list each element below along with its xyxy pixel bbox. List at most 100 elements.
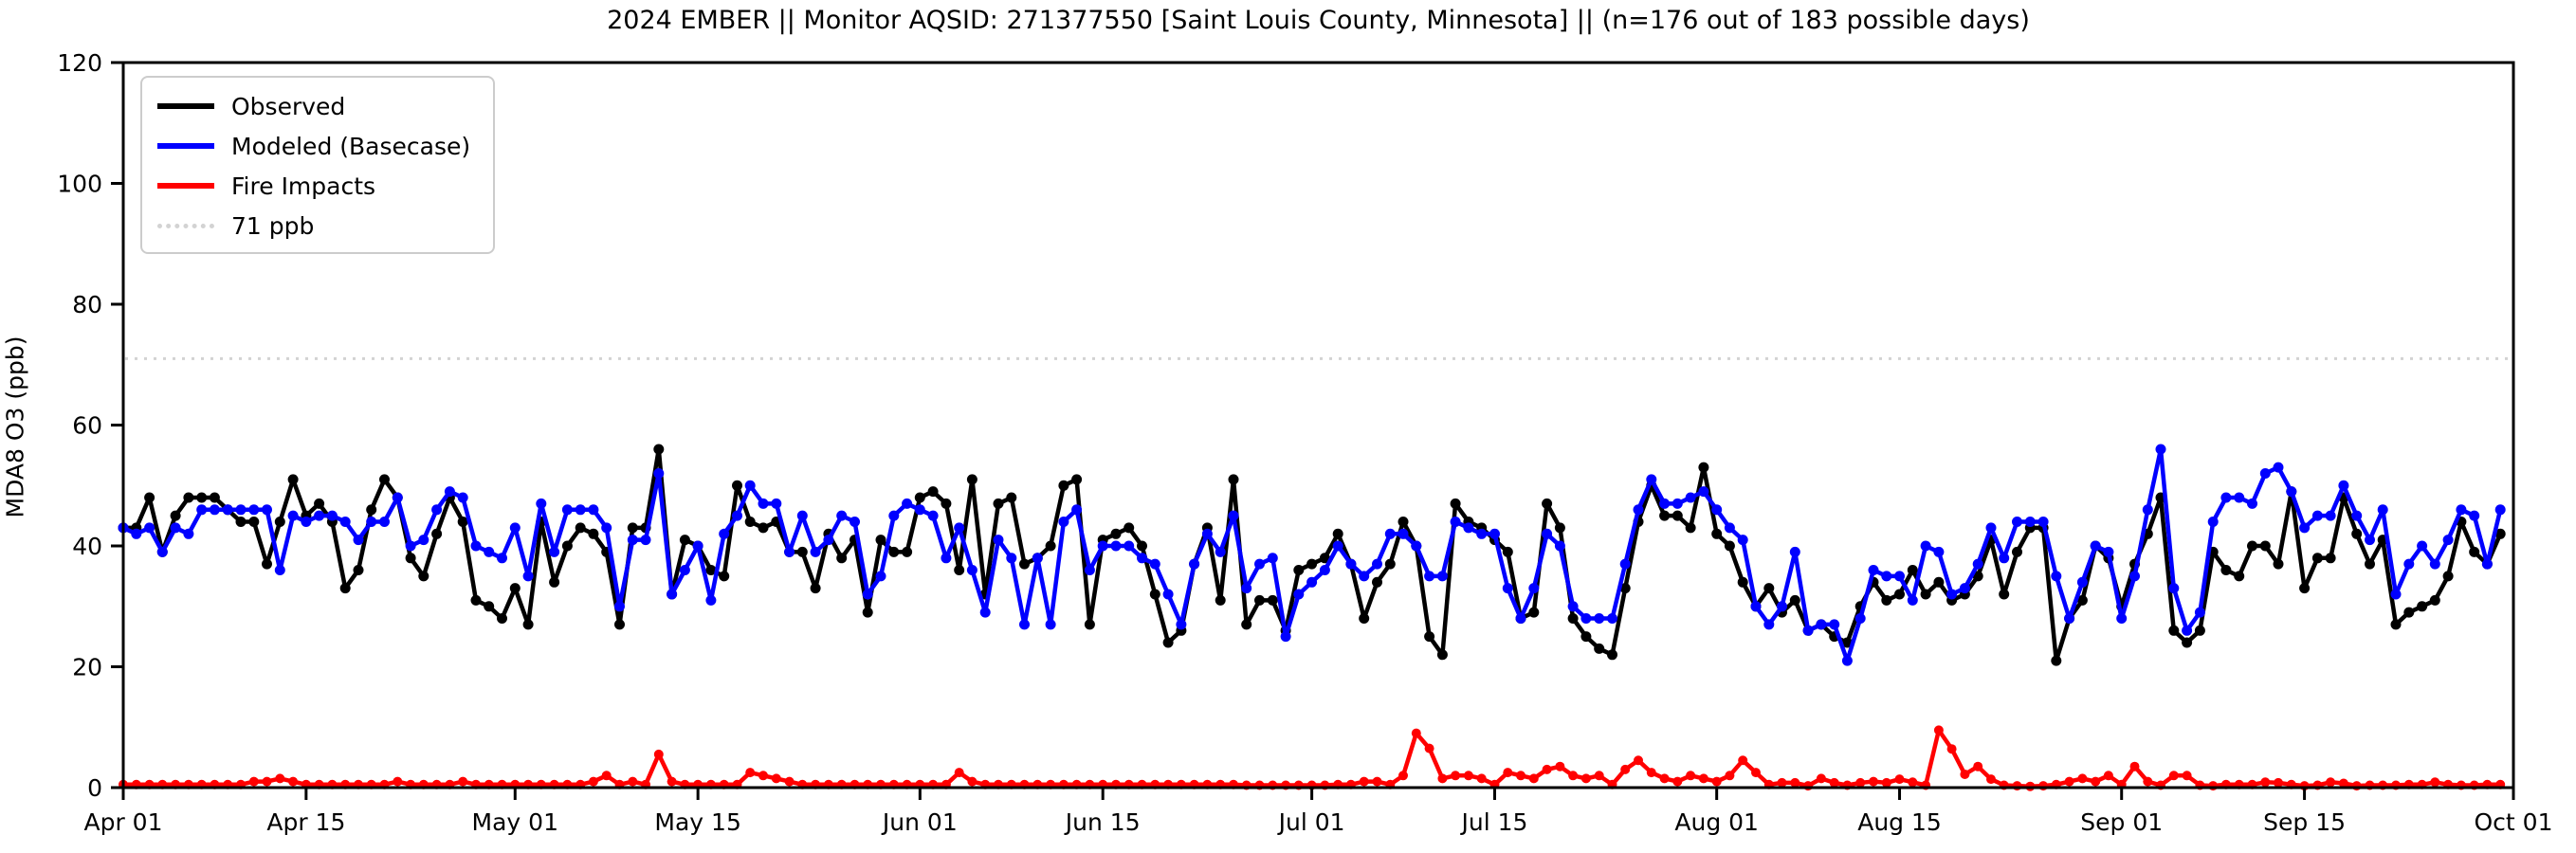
y-tick-label: 120 (57, 49, 102, 77)
data-point-marker (1516, 771, 1526, 781)
data-point-marker (522, 571, 534, 582)
data-point-marker (2299, 522, 2311, 534)
data-point-marker (1619, 558, 1631, 570)
data-point-marker (262, 558, 272, 570)
data-point-marker (1084, 619, 1095, 630)
data-point-marker (1058, 480, 1069, 491)
data-point-marker (1228, 474, 1239, 485)
y-tick-label: 40 (72, 533, 102, 560)
data-point-marker (1841, 655, 1853, 666)
data-point-marker (484, 601, 495, 612)
data-point-marker (2403, 558, 2415, 570)
data-point-marker (1176, 619, 1187, 630)
data-point-marker (1907, 594, 1918, 606)
data-point-marker (2260, 777, 2271, 788)
data-point-marker (2090, 540, 2101, 552)
legend-item-threshold: 71 ppb (157, 210, 470, 241)
data-point-marker (1267, 594, 1278, 606)
data-point-marker (1829, 619, 1840, 630)
data-point-marker (941, 498, 952, 509)
data-point-marker (601, 522, 612, 534)
data-point-marker (1384, 528, 1396, 539)
data-point-marker (1894, 571, 1905, 582)
data-point-marker (2417, 601, 2428, 612)
data-point-marker (1789, 546, 1800, 557)
data-point-marker (339, 583, 351, 594)
data-point-marker (1293, 565, 1305, 575)
data-point-marker (2234, 492, 2245, 503)
data-point-marker (1267, 553, 1278, 564)
data-point-marker (1372, 558, 1382, 570)
data-point-marker (719, 528, 730, 539)
data-point-marker (771, 498, 782, 509)
data-point-marker (2012, 781, 2022, 791)
threshold-line-icon (157, 223, 214, 228)
data-point-marker (1528, 607, 1540, 618)
data-point-marker (1855, 777, 1866, 788)
data-point-marker (2142, 504, 2153, 516)
data-point-marker (836, 510, 848, 521)
data-point-marker (314, 510, 325, 521)
data-point-marker (745, 768, 756, 778)
data-point-marker (509, 522, 521, 534)
data-point-marker (275, 773, 285, 784)
data-point-marker (1920, 589, 1931, 600)
data-point-marker (1724, 540, 1735, 552)
data-point-marker (2390, 589, 2402, 600)
data-point-marker (2481, 558, 2493, 570)
data-point-marker (1659, 510, 1671, 521)
data-point-marker (1124, 540, 1135, 552)
data-point-marker (1411, 728, 1421, 738)
data-point-marker (418, 535, 429, 546)
data-point-marker (744, 517, 756, 527)
data-point-marker (2442, 571, 2454, 582)
data-point-marker (823, 535, 834, 546)
data-point-marker (1241, 619, 1252, 630)
data-point-marker (1672, 776, 1683, 787)
data-point-marker (1567, 613, 1579, 624)
data-point-marker (274, 565, 285, 575)
fire-line-icon (157, 183, 214, 189)
data-point-marker (2116, 613, 2128, 624)
data-point-marker (2051, 655, 2062, 666)
data-point-marker (941, 553, 952, 564)
data-point-marker (1972, 571, 1983, 582)
data-point-marker (2273, 462, 2284, 473)
data-point-marker (379, 517, 390, 527)
data-point-marker (1580, 613, 1592, 624)
data-point-marker (1019, 619, 1030, 630)
data-point-marker (1058, 517, 1069, 527)
data-point-marker (1345, 558, 1357, 570)
data-point-marker (1293, 589, 1305, 600)
data-point-marker (719, 571, 730, 582)
data-point-marker (2076, 576, 2088, 588)
data-point-marker (653, 444, 665, 455)
data-point-marker (1985, 522, 1997, 534)
data-point-marker (1777, 777, 1787, 788)
data-point-marker (1359, 613, 1370, 624)
data-point-marker (1189, 558, 1200, 570)
data-point-marker (614, 601, 625, 612)
data-point-marker (2469, 510, 2480, 521)
data-point-marker (1999, 589, 2010, 600)
data-point-marker (2037, 517, 2049, 527)
data-point-marker (2051, 571, 2062, 582)
data-point-marker (1201, 528, 1213, 539)
data-point-marker (1894, 774, 1905, 785)
data-point-marker (1724, 522, 1735, 534)
data-point-marker (2311, 510, 2323, 521)
data-point-marker (588, 528, 599, 539)
y-tick-label: 0 (87, 774, 102, 802)
data-point-marker (1789, 594, 1800, 606)
data-point-marker (1972, 558, 1983, 570)
x-tick-label: May 15 (654, 808, 740, 836)
data-point-marker (262, 776, 272, 787)
data-point-marker (2273, 558, 2284, 570)
data-point-marker (1672, 510, 1683, 521)
data-point-marker (1672, 498, 1683, 509)
data-point-marker (2274, 777, 2283, 788)
data-point-marker (1816, 619, 1827, 630)
data-point-marker (954, 565, 965, 575)
